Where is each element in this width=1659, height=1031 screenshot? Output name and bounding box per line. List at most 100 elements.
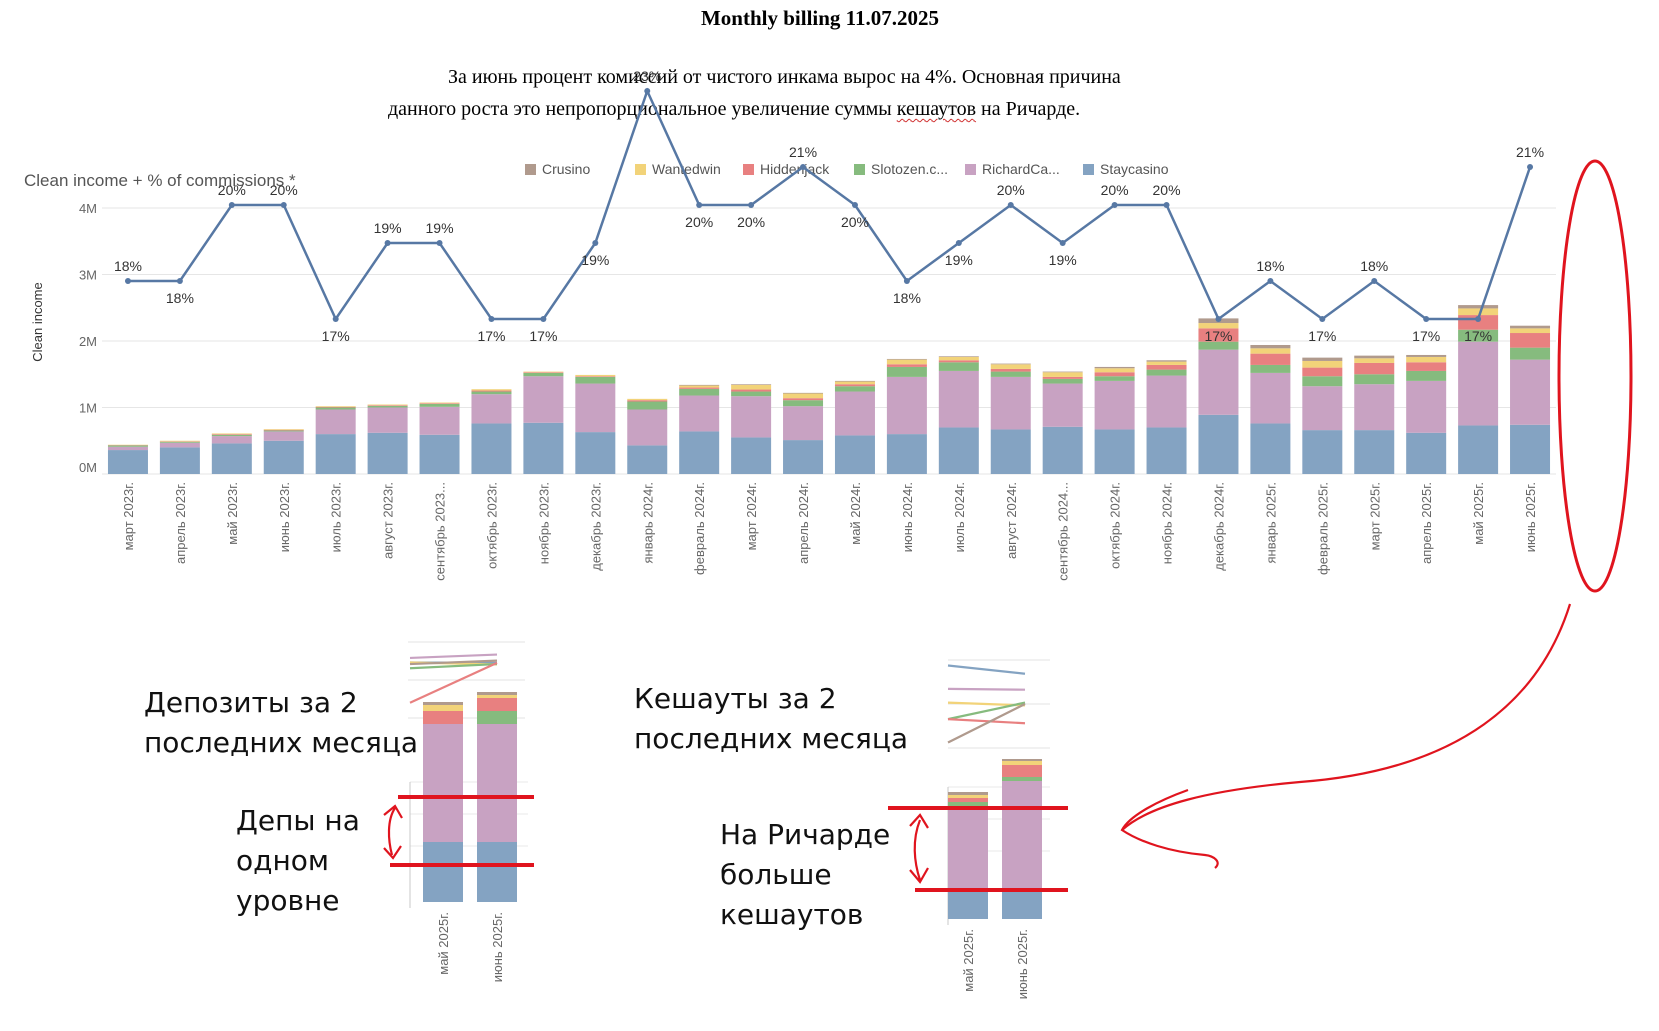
bar-segment [107,450,148,474]
mini-x-tick-label: май 2025г. [961,929,976,992]
bar-segment [1510,325,1551,329]
bar-segment [731,389,772,392]
x-tick-label: декабрь 2024г. [1211,482,1226,571]
bar-segment [834,386,875,392]
bar-segment [1198,414,1239,474]
bar-segment [834,435,875,474]
x-tick-label: март 2024г. [744,482,759,550]
bar-segment [679,388,720,396]
commission-point [1371,278,1378,284]
bar-segment [471,389,512,391]
bar-segment [1510,359,1551,425]
bar-segment [159,442,200,448]
x-tick-label: февраль 2024г. [692,482,707,575]
bar-segment [1094,376,1135,381]
bar-segment [419,402,460,404]
commission-label: 19% [426,220,454,236]
mini-bar-segment-cashouts [1002,759,1042,761]
mini-bar-segment-deposits [477,724,517,842]
commission-point [800,164,807,170]
bar-segment [471,390,512,392]
bar-segment [1198,328,1239,342]
bar-segment [211,443,252,474]
x-tick-label: май 2024г. [848,482,863,545]
x-tick-label: июль 2023г. [329,482,344,552]
mini-bar-segment-deposits [477,695,517,698]
commission-label: 20% [270,182,298,198]
commission-point [1163,202,1170,208]
bar-segment [107,446,148,451]
commission-label: 20% [1101,182,1129,198]
x-tick-label: январь 2024г. [640,482,655,564]
x-tick-label: август 2023г. [381,482,396,559]
bar-segment [1094,429,1135,474]
x-tick-label: октябрь 2023г. [484,482,499,569]
deps-note-line-1: Депы на [236,804,360,837]
bar-segment [679,387,720,389]
x-tick-label: июнь 2024г. [900,482,915,552]
bar-segment [1146,361,1187,365]
mini-line-cashouts [947,687,1026,691]
x-tick-label: май 2023г. [225,482,240,545]
bar-segment [367,432,408,474]
bar-segment [1406,380,1447,433]
x-tick-label: январь 2025г. [1263,482,1278,564]
document-title: Monthly billing 11.07.2025 [700,6,940,30]
bar-segment [1094,380,1135,430]
mini-line-cashouts [947,703,1026,744]
bar-segment [1302,430,1343,474]
x-tick-label: сентябрь 2023... [433,482,448,581]
bar-segment [1510,347,1551,360]
bar-segment [1094,372,1135,377]
bar-segment [1406,354,1447,357]
mini-bar-segment-cashouts [948,891,988,919]
commission-label: 17% [322,328,350,344]
bar-segment [575,374,616,377]
commission-point [280,202,287,208]
bar-segment [263,429,304,430]
bar-segment [471,423,512,474]
bar-segment [990,429,1031,474]
bar-segment [627,409,668,446]
bar-segment [627,398,668,401]
bar-segment [1198,341,1239,350]
bar-segment [627,445,668,474]
bar-segment [731,384,772,385]
commission-point [436,240,443,246]
bar-segment [783,440,824,474]
bar-segment [471,391,512,395]
summary-text-c: на Ричарде. [976,98,1081,120]
mini-bar-segment-deposits [423,724,463,842]
mini-bar-segment-cashouts [948,798,988,802]
bar-segment [1042,371,1083,373]
x-tick-label: июль 2024г. [952,482,967,552]
bar-segment [367,407,408,433]
mini-bar-segment-deposits [423,842,463,902]
bar-segment [990,364,1031,369]
bracket-arrow-deposits [383,804,403,860]
legend-label: RichardCa... [982,161,1060,177]
mini-bar-segment-deposits [423,711,463,724]
bar-segment [1458,329,1499,342]
bar-segment [1510,333,1551,348]
bar-segment [1354,430,1395,474]
deposits-caption-line-1: Депозиты за 2 [144,686,358,719]
commission-point [1475,316,1482,322]
mini-x-tick-label: июнь 2025г. [490,912,505,982]
bar-segment [679,384,720,386]
y-tick-label: 2M [79,334,97,349]
bar-segment [107,445,148,447]
bar-segment [1146,427,1187,474]
commission-label: 23% [633,68,661,84]
x-tick-label: ноябрь 2023г. [536,482,551,564]
chart-title: Clean income + % of commissions * [24,171,296,190]
bar-segment [1354,362,1395,375]
commission-point [228,202,235,208]
legend-label: Slotozen.c... [871,161,948,177]
bar-segment [1250,423,1291,474]
x-tick-label: февраль 2025г. [1315,482,1330,575]
bar-segment [783,400,824,407]
commission-label: 19% [1049,252,1077,268]
bar-segment [471,394,512,424]
bar-segment [1354,355,1395,359]
